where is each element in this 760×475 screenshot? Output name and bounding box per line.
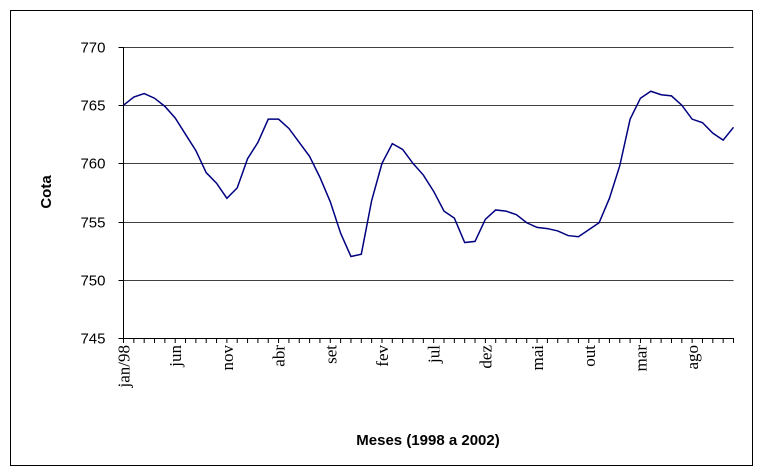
x-tick-label: out bbox=[580, 345, 599, 367]
y-tick-label: 750 bbox=[80, 273, 105, 290]
x-tick-label: jun bbox=[166, 345, 185, 368]
x-tick-label: jul bbox=[425, 345, 444, 364]
x-tick-label: nov bbox=[218, 345, 237, 371]
x-tick-label: ago bbox=[683, 345, 702, 370]
y-tick-label: 765 bbox=[80, 98, 105, 115]
x-tick-label: abr bbox=[270, 345, 289, 367]
y-tick-label: 770 bbox=[80, 40, 105, 57]
x-tick-label: jan/98 bbox=[115, 345, 134, 389]
y-tick-label: 760 bbox=[80, 156, 105, 173]
x-tick-label: dez bbox=[476, 345, 495, 369]
line-series bbox=[123, 90, 735, 258]
y-tick-label: 745 bbox=[80, 331, 105, 348]
x-tick-label: fev bbox=[373, 345, 392, 367]
x-axis-label: Meses (1998 a 2002) bbox=[356, 432, 499, 449]
x-tick-label: mai bbox=[528, 345, 547, 371]
chart-border bbox=[10, 10, 753, 466]
x-tick-label: set bbox=[321, 345, 340, 364]
y-tick-label: 755 bbox=[80, 215, 105, 232]
x-tick-label: mar bbox=[631, 345, 650, 372]
y-axis-label: Cota bbox=[38, 175, 55, 209]
